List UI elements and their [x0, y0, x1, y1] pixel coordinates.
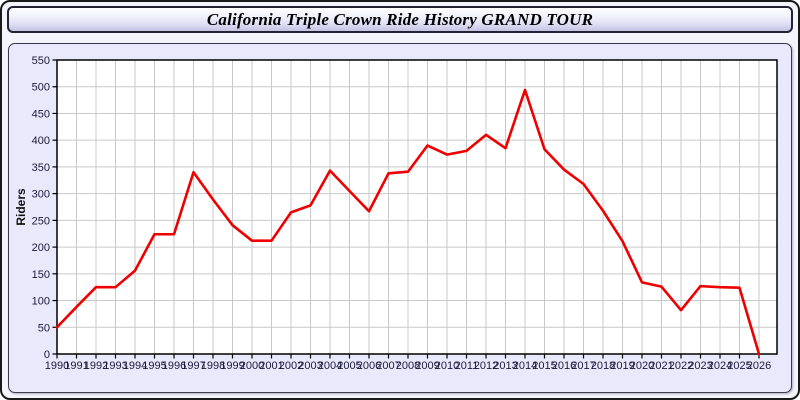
- x-tick-label: 2008: [396, 360, 420, 372]
- chart-panel: 0 50 100 150 200 250 300 350 400 450 500 550 1990 199…: [8, 43, 792, 393]
- x-tick-label: 2016: [552, 360, 576, 372]
- x-tick-label: 2020: [630, 360, 654, 372]
- x-tick-label: 2018: [591, 360, 615, 372]
- x-tick-label: 1998: [201, 360, 225, 372]
- x-tick-label: 2009: [415, 360, 439, 372]
- x-tick-label: 2026: [747, 360, 771, 372]
- y-tick-label: 550: [32, 55, 50, 67]
- x-tick-label: 2014: [513, 360, 537, 372]
- x-tick-label: 2003: [298, 360, 322, 372]
- x-tick-label: 2005: [337, 360, 361, 372]
- y-tick-label: 0: [44, 349, 50, 361]
- plot-border: [56, 59, 778, 355]
- y-tick-label: 300: [32, 189, 50, 201]
- x-tick-label: 2011: [455, 360, 479, 372]
- x-tick-label: 1996: [162, 360, 186, 372]
- y-tick-label: 350: [32, 162, 50, 174]
- x-tick-label: 1992: [84, 360, 108, 372]
- y-tick-label: 250: [32, 215, 50, 227]
- x-tick-label: 1999: [220, 360, 244, 372]
- x-tick-label: 2022: [669, 360, 693, 372]
- y-axis-label: Riders: [14, 188, 28, 226]
- x-tick-label: 1995: [142, 360, 166, 372]
- x-tick-label: 2021: [649, 360, 673, 372]
- x-tick-label: 1991: [64, 360, 88, 372]
- x-tick-label: 1993: [103, 360, 127, 372]
- x-tick-label: 2010: [435, 360, 459, 372]
- plot-area: [57, 60, 777, 354]
- y-tick-label: 200: [32, 242, 50, 254]
- x-tick-label: 2012: [474, 360, 498, 372]
- x-tick-label: 2004: [318, 360, 342, 372]
- y-tick-label: 50: [38, 322, 50, 334]
- ride-history-chart: 0501001502002503003504004505005501990199…: [14, 55, 778, 372]
- x-tick-label: 2023: [688, 360, 712, 372]
- y-tick-label: 450: [32, 108, 50, 120]
- y-tick-label: 150: [32, 269, 50, 281]
- x-tick-label: 2006: [357, 360, 381, 372]
- y-tick-label: 400: [32, 135, 50, 147]
- x-tick-label: 1994: [123, 360, 147, 372]
- x-tick-label: 2007: [376, 360, 400, 372]
- title-bar: California Triple Crown Ride History GRA…: [7, 6, 793, 33]
- x-tick-label: 1990: [45, 360, 69, 372]
- x-tick-label: 2013: [493, 360, 517, 372]
- page-title: California Triple Crown Ride History GRA…: [206, 9, 594, 29]
- x-tick-label: 2017: [571, 360, 595, 372]
- y-tick-label: 100: [32, 296, 50, 308]
- x-tick-label: 2024: [708, 360, 732, 372]
- x-tick-label: 2001: [259, 360, 283, 372]
- x-tick-label: 2000: [240, 360, 264, 372]
- data-line: [55, 88, 761, 356]
- x-tick-label: 2019: [610, 360, 634, 372]
- x-tick-label: 2015: [532, 360, 556, 372]
- x-tick-label: 1997: [181, 360, 205, 372]
- x-tick-label: 2002: [279, 360, 303, 372]
- y-tick-label: 500: [32, 82, 50, 94]
- x-tick-label: 2025: [727, 360, 751, 372]
